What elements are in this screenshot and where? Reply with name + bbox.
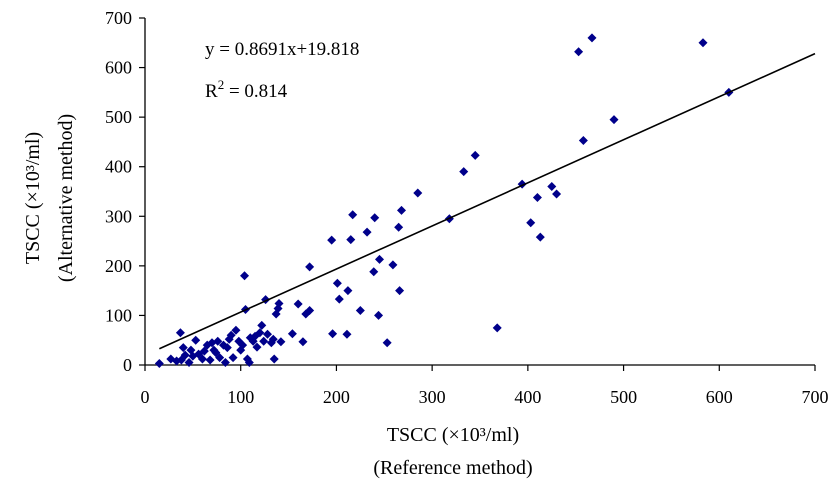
data-point: [255, 328, 265, 338]
data-point: [269, 354, 279, 364]
axes: [139, 17, 816, 371]
data-point: [587, 33, 597, 43]
data-point: [184, 358, 194, 368]
data-point: [413, 188, 423, 198]
data-point: [257, 320, 267, 330]
x-tick-label: 500: [610, 387, 637, 407]
data-point: [287, 329, 297, 339]
data-point: [394, 222, 404, 232]
data-point: [388, 260, 398, 270]
data-point: [374, 310, 384, 320]
y-tick-label: 600: [105, 58, 132, 78]
data-point: [334, 294, 344, 304]
y-axis-title: TSCC (×10³/ml): [22, 132, 44, 264]
y-tick-label: 100: [105, 305, 132, 325]
data-point: [250, 331, 260, 341]
x-axis-subtitle: (Reference method): [373, 457, 532, 479]
data-point: [362, 227, 372, 237]
data-point: [305, 262, 315, 272]
data-point: [238, 340, 248, 350]
data-point: [375, 254, 384, 264]
x-tick-label: 600: [706, 387, 733, 407]
x-tick-label: 400: [514, 387, 541, 407]
data-point: [578, 135, 588, 145]
data-point: [244, 358, 254, 368]
y-tick-label: 300: [105, 206, 132, 226]
data-point: [197, 354, 207, 364]
data-point: [222, 343, 232, 353]
r2-annotation: R2 = 0.814: [205, 77, 288, 102]
data-point: [298, 337, 308, 347]
y-axis-subtitle: (Alternative method): [55, 114, 77, 282]
data-point: [492, 323, 502, 333]
x-tick-label: 100: [227, 387, 254, 407]
data-point: [305, 305, 315, 315]
y-tick-label: 500: [105, 107, 132, 127]
data-point: [175, 328, 185, 338]
data-point: [346, 235, 356, 245]
y-tick-label: 0: [123, 355, 132, 375]
data-point: [698, 38, 708, 48]
data-point: [231, 325, 241, 335]
data-point: [213, 336, 223, 346]
x-tick-label: 0: [141, 387, 150, 407]
data-point: [252, 342, 262, 352]
data-point: [574, 47, 584, 57]
data-point: [240, 271, 250, 281]
data-point: [343, 286, 353, 296]
data-point: [259, 336, 269, 346]
data-point: [205, 355, 215, 365]
data-point: [470, 150, 480, 160]
data-point: [342, 329, 352, 339]
data-point: [226, 330, 236, 340]
equation-annotation: y = 0.8691x+19.818: [205, 39, 359, 60]
data-point: [154, 359, 164, 369]
data-point: [332, 278, 342, 288]
data-point: [180, 350, 190, 360]
data-point: [220, 358, 230, 368]
x-axis-title: TSCC (×10³/ml): [387, 424, 519, 446]
data-point: [532, 192, 542, 202]
data-point: [535, 232, 545, 242]
x-tick-label: 700: [802, 387, 829, 407]
y-tick-label: 200: [105, 256, 132, 276]
data-point: [547, 182, 557, 192]
data-point: [274, 299, 284, 309]
data-point: [293, 299, 303, 309]
data-point: [191, 335, 201, 345]
data-point: [609, 115, 619, 125]
data-point: [552, 189, 562, 199]
data-point: [459, 167, 469, 177]
data-point: [178, 343, 188, 353]
data-point: [263, 329, 273, 339]
data-point: [395, 286, 405, 296]
y-tick-label: 400: [105, 157, 132, 177]
data-point: [328, 329, 338, 339]
data-point: [369, 267, 379, 277]
data-point: [327, 235, 337, 245]
data-point: [355, 305, 365, 315]
data-point: [348, 210, 358, 220]
data-point: [276, 337, 286, 347]
x-tick-label: 300: [419, 387, 446, 407]
data-point: [228, 353, 238, 363]
y-tick-label: 700: [105, 8, 132, 28]
data-point: [268, 334, 278, 344]
data-point: [397, 205, 407, 215]
tick-labels: 0 100 200 300 400 500 600 700 0 100 200 300 400 500 60…: [105, 8, 829, 407]
x-tick-label: 200: [323, 387, 350, 407]
data-point: [382, 338, 392, 348]
data-point: [215, 353, 225, 363]
data-point: [526, 218, 536, 228]
trend-line: [159, 52, 816, 350]
data-point: [370, 213, 380, 223]
